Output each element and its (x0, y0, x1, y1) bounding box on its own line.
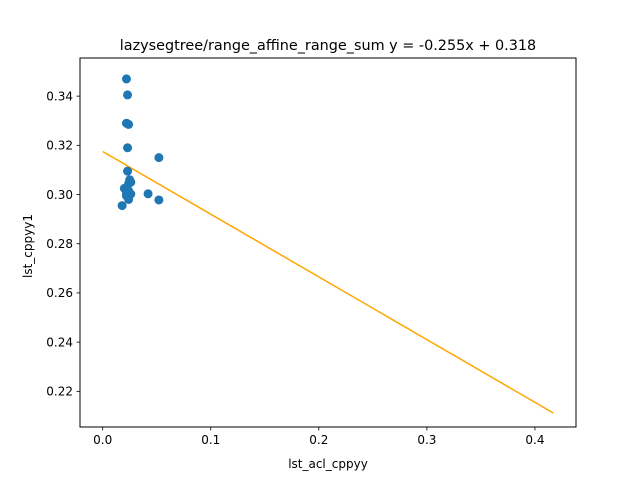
x-axis-label: lst_acl_cppyy (288, 457, 368, 471)
scatter-point (143, 189, 153, 199)
y-tick-label: 0.30 (46, 188, 73, 202)
y-tick-label: 0.24 (46, 335, 73, 349)
x-axis: 0.0 0.1 0.2 0.3 0.4 (93, 427, 544, 447)
scatter-point (123, 90, 133, 100)
plot-frame (79, 57, 577, 428)
x-tick-label: 0.4 (525, 433, 544, 447)
y-axis: 0.22 0.24 0.26 0.28 0.30 0.32 0.34 (46, 89, 80, 399)
scatter-point (154, 153, 164, 163)
chart-title: lazysegtree/range_affine_range_sum y = -… (120, 38, 536, 54)
scatter-point (123, 143, 133, 153)
y-tick-label: 0.28 (46, 237, 73, 251)
x-tick-label: 0.1 (201, 433, 220, 447)
regression-line (102, 150, 554, 414)
scatter-point (154, 195, 164, 205)
scatter-point (121, 74, 131, 84)
x-tick-label: 0.3 (417, 433, 436, 447)
scatter-point (124, 194, 134, 204)
y-tick-label: 0.22 (46, 385, 73, 399)
plot-area (102, 74, 554, 414)
x-tick-label: 0.0 (93, 433, 112, 447)
scatter-points-layer (117, 74, 164, 211)
y-tick-label: 0.26 (46, 286, 73, 300)
scatter-point (117, 201, 127, 211)
y-tick-label: 0.34 (46, 89, 73, 103)
y-axis-label: lst_cppyy1 (21, 214, 35, 278)
y-tick-label: 0.32 (46, 139, 73, 153)
x-tick-label: 0.2 (309, 433, 328, 447)
scatter-point (123, 166, 133, 176)
regression-line-layer (102, 150, 554, 414)
scatter-point (124, 119, 134, 129)
